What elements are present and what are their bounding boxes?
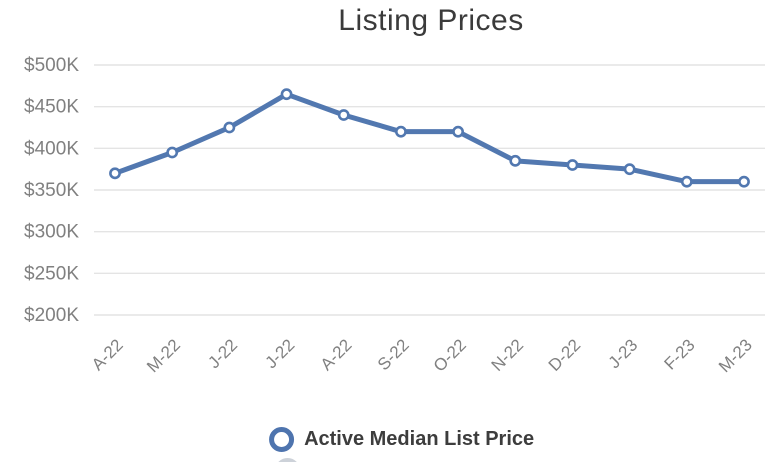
x-axis-tick-label: D-22 bbox=[545, 335, 584, 374]
data-point-marker bbox=[337, 109, 350, 121]
y-axis-tick-label: $200K bbox=[24, 305, 79, 326]
x-axis-tick-label: F-23 bbox=[660, 335, 698, 373]
data-point-marker bbox=[680, 175, 693, 188]
x-axis-tick-label: A-22 bbox=[317, 335, 356, 374]
legend-partial-marker-icon bbox=[275, 458, 301, 462]
series-line-active-median-list-price bbox=[112, 91, 747, 185]
y-axis-tick-label: $400K bbox=[24, 138, 79, 159]
legend-ring-icon bbox=[269, 427, 295, 452]
x-axis-tick-label: J-22 bbox=[204, 335, 241, 372]
x-axis-tick-label: M-22 bbox=[143, 335, 184, 376]
x-axis-tick-label: N-22 bbox=[488, 335, 527, 374]
chart-title: Listing Prices bbox=[338, 4, 524, 37]
data-point-marker bbox=[166, 146, 179, 159]
x-axis-tick-label: J-23 bbox=[605, 335, 642, 372]
x-axis-tick-label: J-22 bbox=[262, 335, 299, 372]
x-axis-tick-label: O-22 bbox=[430, 335, 470, 375]
data-point-marker bbox=[223, 121, 236, 134]
y-axis-tick-label: $300K bbox=[24, 222, 79, 243]
y-axis-tick-label: $500K bbox=[24, 55, 79, 76]
legend-item-active-median-list-price[interactable]: Active Median List Price bbox=[269, 427, 534, 452]
data-point-marker bbox=[623, 163, 636, 176]
data-point-marker bbox=[109, 167, 121, 180]
data-point-marker bbox=[395, 125, 407, 138]
x-axis-tick-label: M-23 bbox=[715, 335, 756, 376]
y-axis-tick-label: $450K bbox=[24, 97, 79, 118]
y-axis-tick-label: $350K bbox=[24, 180, 79, 201]
data-point-marker bbox=[509, 154, 522, 167]
legend: Active Median List Price bbox=[269, 427, 534, 462]
data-point-marker bbox=[566, 159, 579, 171]
legend-label: Active Median List Price bbox=[304, 428, 535, 450]
data-point-marker bbox=[280, 88, 293, 101]
data-point-marker bbox=[452, 125, 464, 138]
line-chart-plot-area: $500K $450K $400K $350K $300K $250K $200K A-22 M… bbox=[24, 55, 765, 376]
data-point-marker bbox=[738, 175, 750, 188]
y-axis-tick-label: $250K bbox=[24, 263, 79, 284]
x-axis-tick-label: S-22 bbox=[374, 335, 413, 374]
x-axis-tick-label: A-22 bbox=[88, 335, 127, 374]
